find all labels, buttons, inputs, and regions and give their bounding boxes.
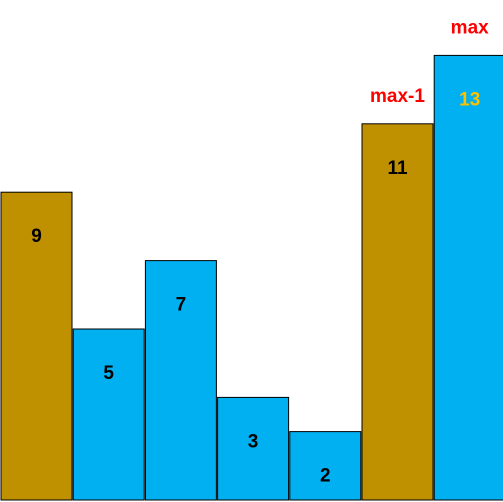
value-labels-group: 9 5 7 3 2 11 13 [31,89,480,486]
value-label-2: 7 [176,295,187,316]
value-label-1: 5 [103,363,114,384]
annotations-group: max-1 max [370,17,489,106]
bar-0 [0,191,73,501]
value-label-5: 11 [387,158,408,179]
annotation-1: max [451,17,489,38]
bar-3 [217,396,290,501]
value-label-4: 2 [320,466,331,487]
bar-6 [433,54,503,501]
bar-2 [144,260,217,501]
value-label-6: 13 [459,89,480,110]
bar-1 [72,328,145,501]
value-label-0: 9 [31,226,42,247]
bar-5 [361,123,434,501]
annotation-0: max-1 [370,86,425,107]
bars-group [0,54,503,501]
value-label-3: 3 [248,431,259,452]
bar-4 [289,431,362,501]
